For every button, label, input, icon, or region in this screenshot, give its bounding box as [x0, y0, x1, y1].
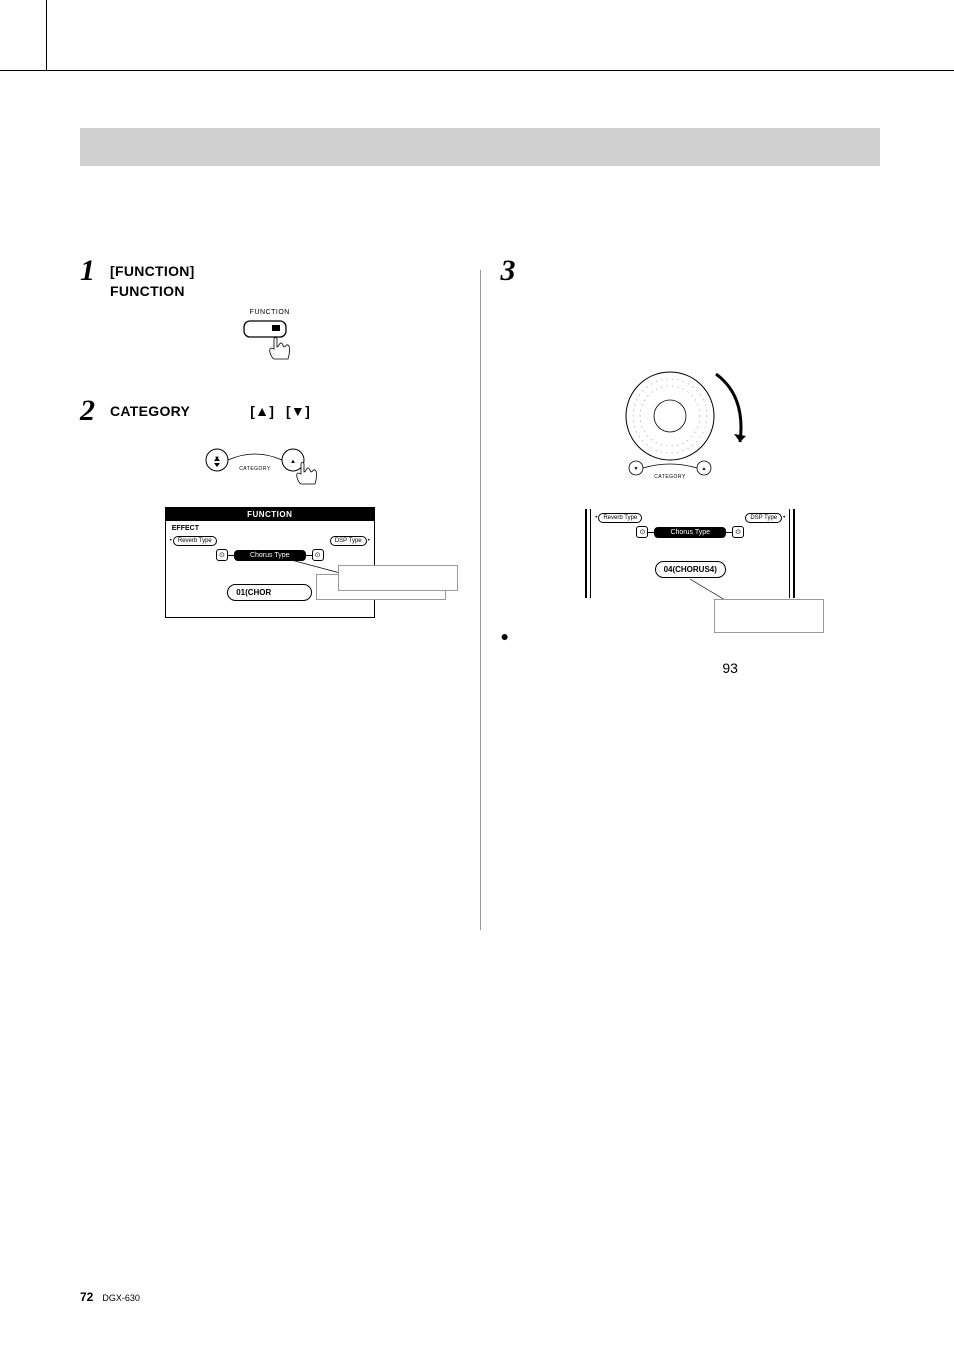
ref-page-number: 93	[722, 660, 738, 676]
category-up-glyph: [▲]	[250, 403, 274, 419]
step-2-text: CATEGORY [▲] [▼]	[110, 396, 460, 422]
right-nav-icon: ⊙	[732, 526, 744, 538]
chorus-type-tab: Chorus Type	[654, 527, 726, 538]
step-3-number: 3	[500, 256, 530, 286]
step-1: 1 [FUNCTION] FUNCTION	[80, 256, 460, 301]
right-column: 3 ▼	[500, 256, 880, 930]
step-1-text: [FUNCTION] FUNCTION	[110, 256, 195, 301]
step2-display-section: EFFECT	[166, 521, 374, 532]
left-nav-icon: ⊙	[636, 526, 648, 538]
svg-text:CATEGORY: CATEGORY	[654, 474, 686, 480]
section-header-bar	[80, 128, 880, 166]
step-3: 3	[500, 256, 880, 286]
step-2: 2 CATEGORY [▲] [▼]	[80, 396, 460, 426]
svg-text:▲: ▲	[290, 459, 296, 465]
step2-callout-upper	[338, 565, 458, 591]
function-label: FUNCTION	[110, 283, 185, 299]
dial-illustration: ▼ CATEGORY ▲	[500, 356, 880, 491]
page-footer: 72 DGX-630	[80, 1290, 140, 1304]
top-vertical-rule	[46, 0, 47, 71]
step3-callout	[714, 599, 824, 633]
category-label: CATEGORY	[110, 402, 190, 422]
svg-text:▲: ▲	[702, 466, 707, 472]
function-bracket-label: [FUNCTION]	[110, 263, 195, 279]
step-1-number: 1	[80, 256, 110, 286]
svg-text:▼: ▼	[214, 456, 220, 462]
category-buttons-illustration: ▼ CATEGORY ▲	[80, 434, 460, 497]
step2-value-text: 01(CHOR	[236, 588, 271, 597]
column-divider	[480, 270, 481, 930]
function-button-svg	[240, 319, 300, 365]
left-nav-icon: ⊙	[216, 549, 228, 561]
svg-text:▼: ▼	[634, 466, 639, 472]
function-button-caption: FUNCTION	[80, 309, 460, 316]
model-name: DGX-630	[102, 1293, 140, 1303]
function-button-illustration: FUNCTION	[80, 309, 460, 370]
bullet-icon: ●	[500, 628, 518, 644]
step2-display-title: FUNCTION	[166, 508, 374, 521]
svg-text:CATEGORY: CATEGORY	[239, 466, 271, 472]
left-column: 1 [FUNCTION] FUNCTION FUNCTION	[80, 256, 460, 930]
main-content: 1 [FUNCTION] FUNCTION FUNCTION	[80, 256, 880, 930]
step-2-number: 2	[80, 396, 110, 426]
footnote-bullet: ● 93	[500, 628, 880, 681]
category-down-glyph: [▼]	[286, 403, 310, 419]
top-horizontal-rule	[0, 70, 954, 71]
page-number: 72	[80, 1290, 93, 1304]
